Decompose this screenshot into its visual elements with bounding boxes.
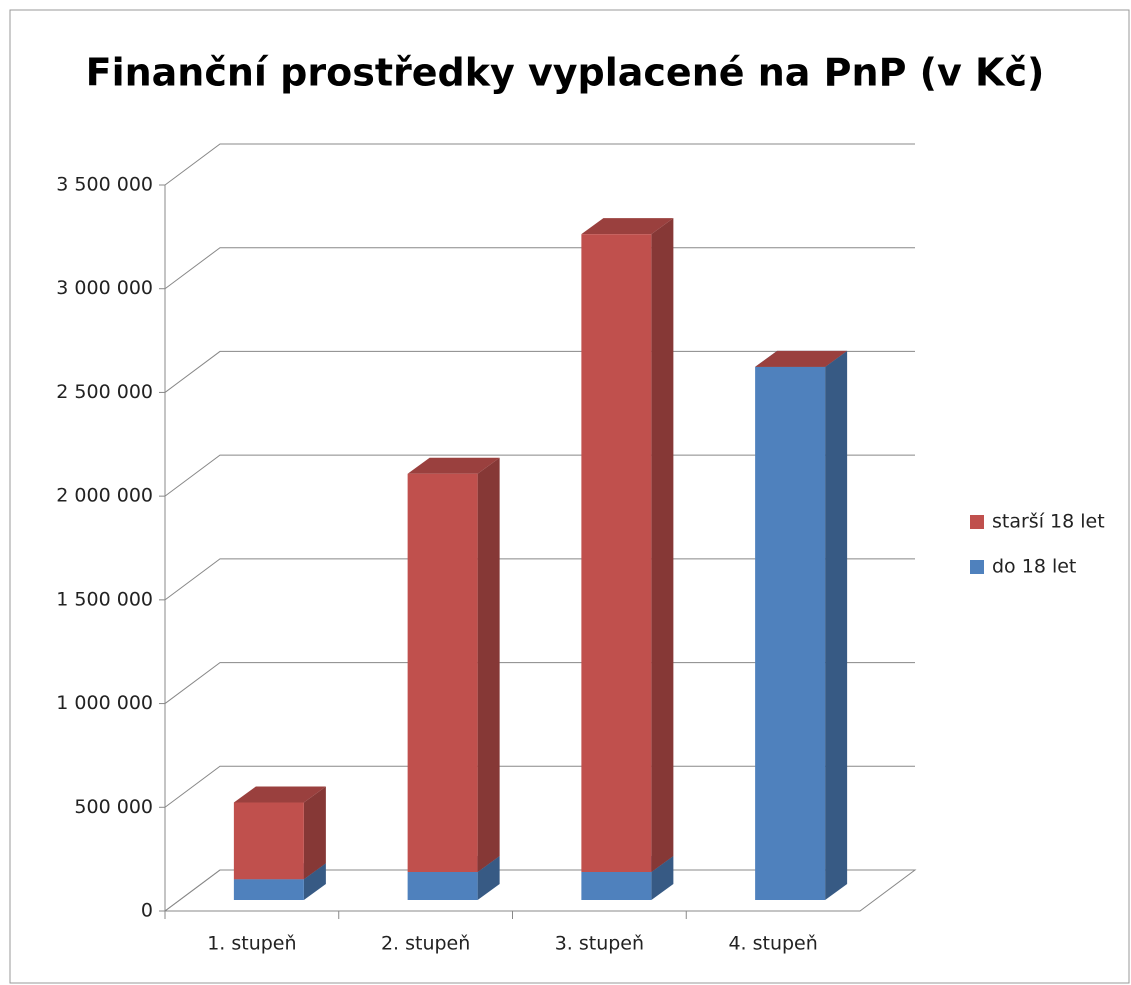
- grid-line: [164, 869, 915, 912]
- bar-segment: [407, 457, 500, 872]
- chart-border: [9, 9, 1130, 984]
- bar-side: [651, 855, 674, 900]
- bar-side: [477, 457, 500, 872]
- bar-segment: [755, 350, 848, 367]
- grid-line: [164, 765, 915, 808]
- bar-top: [581, 218, 674, 235]
- bar-side: [477, 855, 500, 900]
- y-tick-label: 3 000 000: [56, 277, 153, 299]
- grid: [159, 143, 917, 919]
- grid-line: [164, 662, 915, 704]
- bar-front: [755, 366, 826, 900]
- labels: 0 500 000 1 000 000 1 500 000 2 000 000 2 500…: [56, 174, 1104, 955]
- bar-top: [755, 350, 848, 367]
- x-tick-label: 3. stupeň: [555, 933, 644, 955]
- legend-swatch: [970, 515, 984, 529]
- y-tick-label: 0: [141, 900, 153, 922]
- bar-front: [407, 871, 478, 900]
- bars: [233, 218, 848, 900]
- bar-front: [581, 234, 652, 872]
- bar-side: [651, 218, 674, 872]
- bar-side: [825, 350, 848, 900]
- bar-side: [303, 786, 326, 880]
- x-tick-label: 4. stupeň: [728, 933, 817, 955]
- y-tick-label: 3 500 000: [56, 174, 153, 196]
- bar-segment: [581, 218, 674, 872]
- legend-swatch: [970, 560, 984, 574]
- y-tick-label: 1 500 000: [56, 588, 153, 610]
- y-tick-label: 500 000: [74, 796, 153, 818]
- legend-label: starší 18 let: [992, 511, 1105, 533]
- bar-front: [233, 879, 304, 900]
- bar-front: [233, 802, 304, 880]
- legend-label: do 18 let: [992, 556, 1076, 578]
- bar-front: [407, 473, 478, 872]
- bar-top: [233, 786, 326, 803]
- grid-line: [164, 143, 915, 186]
- grid-line: [164, 350, 915, 393]
- bar-top: [407, 457, 500, 474]
- grid-line: [164, 454, 915, 497]
- x-tick-label: 2. stupeň: [381, 933, 470, 955]
- x-tick-label: 1. stupeň: [207, 933, 296, 955]
- y-tick-label: 2 000 000: [56, 485, 153, 507]
- bar-front: [581, 871, 652, 900]
- grid-line: [164, 247, 915, 290]
- chart-title: Finanční prostředky vyplacené na PnP (v …: [86, 51, 1045, 95]
- grid-line: [164, 558, 915, 601]
- bar-segment: [755, 350, 848, 900]
- y-tick-label: 1 000 000: [56, 692, 153, 714]
- bar-segment: [233, 786, 326, 880]
- y-tick-label: 2 500 000: [56, 381, 153, 403]
- bar-side: [303, 863, 326, 900]
